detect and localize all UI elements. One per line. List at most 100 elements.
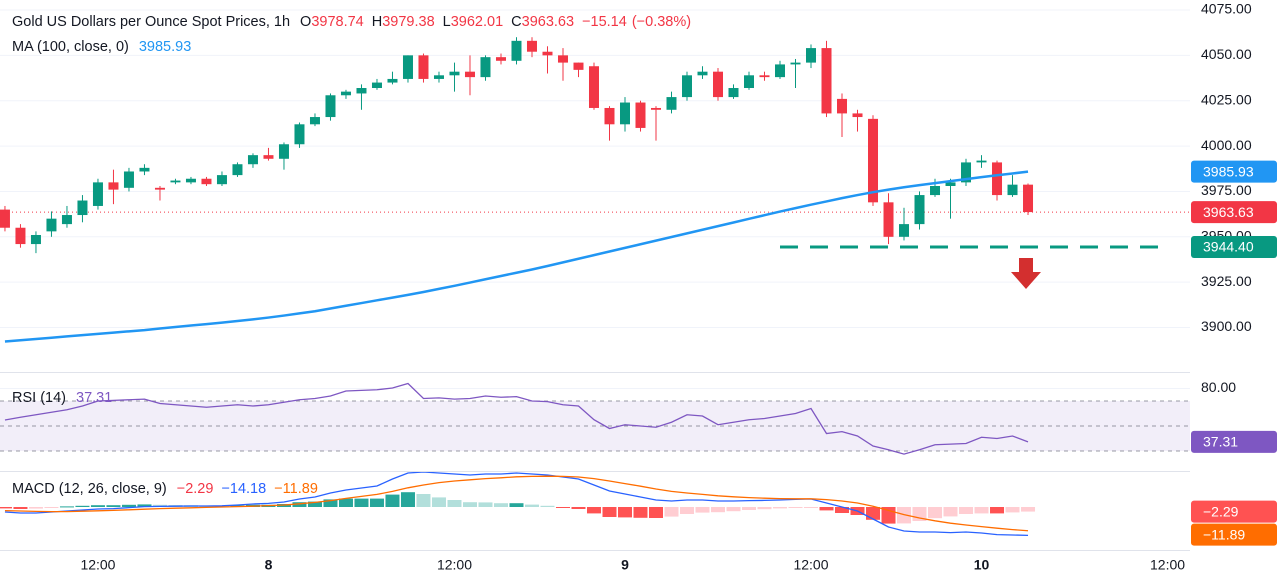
histogram-bar (478, 502, 493, 507)
x-tick-label: 12:00 (437, 557, 472, 573)
high-value: 3979.38 (382, 14, 434, 30)
x-tick-label: 9 (621, 557, 629, 573)
candle-body (15, 227, 26, 245)
histogram-bar (292, 502, 307, 507)
candle-body (666, 97, 677, 110)
histogram-bar (664, 507, 679, 517)
candle-body (1023, 184, 1034, 213)
candle-body (821, 48, 832, 114)
candle-body (325, 95, 336, 118)
low-label: L (443, 14, 451, 30)
candle-body (402, 55, 413, 79)
histogram-bar (44, 507, 59, 508)
y-tick-label: 80.00 (1201, 379, 1236, 395)
candle-body (464, 71, 475, 78)
histogram-bar (431, 497, 446, 507)
histogram-bar (679, 507, 694, 514)
histogram-bar (338, 498, 353, 507)
signal-badge: −11.89 (1203, 526, 1245, 542)
grid (0, 9, 1190, 452)
histogram-bar (819, 507, 834, 511)
histogram-bar (75, 505, 90, 507)
histogram-bar (121, 504, 136, 507)
price-axis: 12:00 8 12:00 9 12:00 10 12:00 4075.00 4050.00 40… (80, 1, 1277, 573)
ma-badge-bg (1191, 160, 1277, 183)
histogram-bar (462, 502, 477, 507)
histogram-bar (59, 506, 74, 508)
y-tick-label: 4025.00 (1201, 91, 1252, 107)
x-tick-label: 12:00 (1150, 557, 1185, 573)
candle-body (201, 178, 212, 185)
histogram-bar (695, 507, 710, 513)
histogram-bar (400, 492, 415, 507)
candle-body (775, 64, 786, 78)
candle-body (992, 162, 1003, 196)
histogram-bar (524, 504, 539, 507)
candle-body (930, 186, 941, 196)
histogram-bar (307, 501, 322, 507)
macd-value: −14.18 (221, 481, 266, 497)
histogram-bar (804, 507, 819, 508)
histogram-bar (602, 507, 617, 517)
header: Gold US Dollars per Ounce Spot Prices, 1… (12, 14, 691, 30)
histogram-bar (866, 507, 881, 520)
histogram-bar (710, 507, 725, 513)
candle-body (868, 118, 879, 203)
support-badge: 3944.40 (1203, 239, 1254, 255)
candle-body (914, 195, 925, 225)
histogram-value: −2.29 (177, 481, 214, 497)
histogram-bar (633, 507, 648, 518)
signal-line (4, 475, 1029, 532)
candle-body (635, 102, 646, 128)
x-tick-label: 12:00 (793, 557, 828, 573)
histogram-bar (571, 507, 586, 509)
candle-body (263, 155, 274, 159)
candle-body (247, 155, 258, 165)
histogram-bar (0, 507, 12, 509)
moving-average-line (4, 170, 1029, 343)
candle-body (883, 202, 894, 237)
change: −15.14 (582, 14, 627, 30)
candle-body (557, 55, 568, 63)
candle-body (945, 182, 956, 186)
high-label: H (372, 14, 382, 30)
rsi-legend: RSI (14) 37.31 (12, 390, 112, 406)
candle-body (681, 75, 692, 98)
candle-body (806, 48, 817, 63)
candle-body (108, 182, 119, 190)
candle-body (309, 117, 320, 125)
down-arrow (1011, 258, 1041, 289)
ma-value: 3985.93 (139, 39, 191, 55)
histogram-bar (416, 494, 431, 507)
candle-body (712, 71, 723, 98)
ma-name: MA (100, close, 0) (12, 39, 129, 55)
histogram-bar (617, 507, 632, 518)
histogram-bar (974, 507, 989, 514)
candle-body (526, 40, 537, 52)
close-value: 3963.63 (522, 14, 574, 30)
histogram-bar (928, 507, 943, 519)
histogram-bar (726, 507, 741, 512)
candle-body (46, 218, 57, 232)
candle-body (573, 62, 584, 70)
candle-body (728, 88, 739, 98)
candle-body (604, 107, 615, 125)
candle-body (294, 124, 305, 145)
last-price-badge-bg (1191, 201, 1277, 224)
histogram-bar (959, 507, 974, 514)
candle-body (697, 71, 708, 76)
histogram-bar (990, 507, 1005, 514)
candle-body (961, 162, 972, 183)
histogram-bar (137, 504, 152, 507)
candle-body (619, 102, 630, 125)
signal-badge-bg (1191, 523, 1277, 546)
y-tick-label: 3900.00 (1201, 318, 1252, 334)
histogram-bar (385, 494, 400, 507)
candle-body (650, 107, 661, 110)
histogram-bar (354, 498, 369, 507)
histogram-bar (323, 499, 338, 507)
low-value: 3962.01 (451, 14, 503, 30)
candle-body (1007, 184, 1018, 196)
support-badge-bg (1191, 235, 1277, 258)
